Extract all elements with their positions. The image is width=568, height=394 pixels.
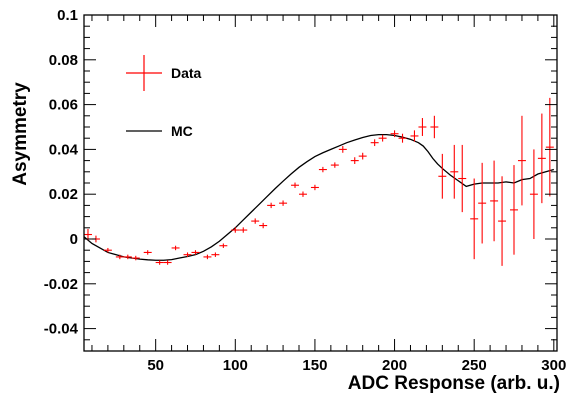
data-point [410, 130, 419, 142]
data-layer [83, 97, 554, 266]
x-tick-label: 200 [382, 357, 407, 374]
data-point [537, 113, 546, 204]
data-point [291, 182, 299, 188]
y-tick-label: 0 [70, 231, 78, 248]
data-point [398, 133, 407, 143]
data-point [131, 255, 140, 261]
data-point [358, 152, 367, 160]
data-point [370, 139, 379, 147]
data-point [510, 165, 518, 255]
legend-data-marker [126, 55, 162, 91]
data-point [450, 144, 459, 199]
data-point [183, 252, 192, 257]
axes-layer: 50 100 150 200 250 300 -0.04 -0.02 0 0.02 0.04 0.06… [44, 7, 567, 374]
data-point [211, 252, 220, 257]
legend-label-mc: MC [171, 123, 193, 139]
data-point [498, 176, 507, 266]
y-tick-label: 0.02 [49, 186, 78, 203]
data-point [490, 160, 499, 242]
data-point [155, 260, 164, 265]
data-point [350, 157, 359, 164]
x-tick-label: 100 [223, 357, 248, 374]
data-point [231, 227, 240, 233]
y-tick-label: -0.02 [44, 276, 78, 293]
data-point [103, 247, 112, 253]
y-tick-label: -0.04 [44, 321, 79, 338]
data-point [545, 97, 554, 197]
data-point [310, 184, 319, 191]
x-axis-title: ADC Response (arb. u.) [348, 373, 560, 394]
data-point [239, 227, 248, 233]
y-axis-title: Asymmetry [10, 82, 31, 186]
data-point [115, 254, 124, 260]
y-tick-label: 0.08 [49, 52, 78, 69]
data-point [219, 243, 228, 248]
x-tick-label: 50 [147, 357, 164, 374]
y-tick-label: 0.04 [49, 141, 79, 158]
x-tick-label: 150 [302, 357, 327, 374]
y-tick-label: 0.06 [49, 97, 78, 114]
data-point [299, 191, 307, 197]
data-point [123, 254, 132, 260]
data-point [259, 222, 268, 229]
data-point [84, 228, 92, 241]
y-tick-label: 0.1 [57, 7, 78, 24]
data-point [418, 118, 427, 136]
x-tick-label: 300 [541, 357, 566, 374]
x-tick-label: 250 [462, 357, 487, 374]
data-point [338, 146, 347, 153]
legend-label-data: Data [171, 65, 202, 81]
data-point [478, 162, 487, 244]
data-point [378, 134, 387, 142]
mc-line [83, 133, 554, 261]
data-point [171, 245, 180, 251]
data-point [251, 218, 260, 224]
data-point [191, 250, 200, 255]
data-point [529, 149, 538, 239]
data-point [438, 153, 447, 199]
data-point [330, 162, 339, 168]
data-point [318, 166, 327, 173]
data-point [390, 130, 399, 138]
data-point [430, 115, 439, 139]
data-point [279, 200, 288, 206]
data-point [517, 115, 526, 206]
data-point [143, 250, 152, 255]
data-point [163, 260, 172, 265]
data-point [267, 202, 276, 209]
data-point [203, 254, 212, 260]
legend: Data MC [126, 55, 202, 139]
data-point [458, 144, 467, 213]
data-point [470, 178, 479, 260]
